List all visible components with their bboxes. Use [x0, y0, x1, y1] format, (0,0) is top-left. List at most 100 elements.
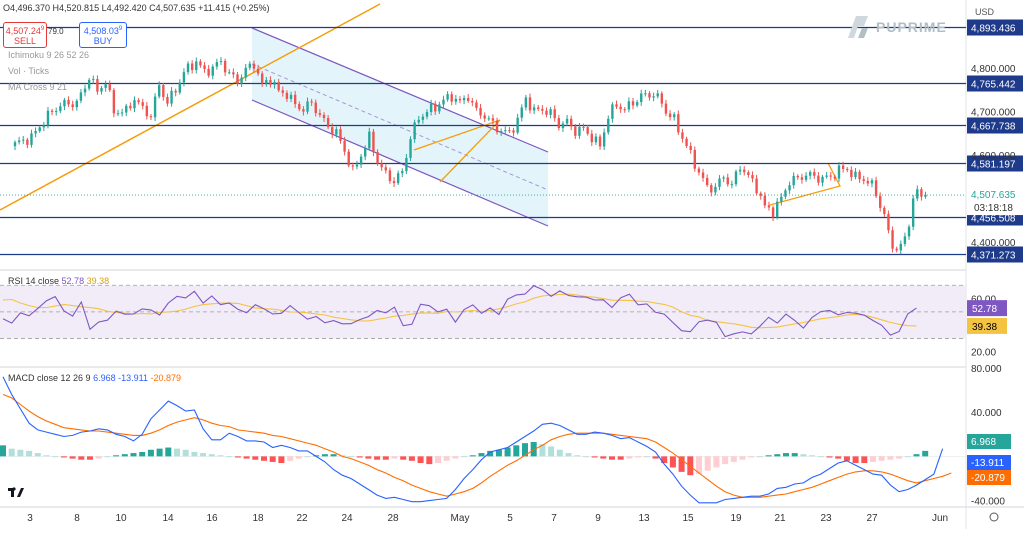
candle[interactable]	[850, 166, 853, 182]
candle[interactable]	[693, 146, 696, 172]
candle[interactable]	[771, 205, 775, 222]
candle[interactable]	[532, 104, 536, 115]
candle[interactable]	[55, 107, 58, 116]
channel-upper-line[interactable]	[251, 27, 549, 153]
candle[interactable]	[648, 91, 651, 101]
candle[interactable]	[34, 127, 37, 138]
candle[interactable]	[215, 58, 219, 70]
candle[interactable]	[182, 68, 186, 87]
candle[interactable]	[800, 173, 804, 184]
buy-button[interactable]: 4,508.039 BUY	[79, 22, 127, 48]
candle[interactable]	[462, 95, 466, 105]
rsi-ma-line[interactable]	[2, 293, 917, 329]
candle[interactable]	[578, 122, 581, 139]
candle[interactable]	[911, 195, 915, 231]
candle[interactable]	[368, 127, 371, 151]
indicator-volume[interactable]: Vol · Ticks	[8, 66, 50, 76]
candle[interactable]	[664, 99, 668, 117]
candle[interactable]	[590, 129, 593, 147]
candle[interactable]	[516, 113, 519, 135]
candle[interactable]	[326, 115, 330, 130]
candle[interactable]	[714, 183, 717, 196]
candle[interactable]	[841, 161, 845, 173]
candle[interactable]	[417, 115, 420, 125]
candle[interactable]	[668, 110, 672, 121]
candle[interactable]	[903, 232, 907, 247]
candle[interactable]	[446, 91, 449, 102]
candle[interactable]	[825, 171, 828, 179]
candle[interactable]	[129, 102, 132, 111]
candle[interactable]	[730, 180, 734, 189]
candle[interactable]	[899, 240, 902, 255]
candle[interactable]	[883, 205, 886, 217]
candle[interactable]	[96, 75, 99, 95]
candle[interactable]	[821, 174, 824, 187]
candle[interactable]	[565, 114, 569, 126]
candle[interactable]	[228, 69, 231, 75]
candle[interactable]	[916, 185, 919, 201]
candle[interactable]	[487, 115, 490, 121]
candle[interactable]	[866, 177, 870, 187]
candle[interactable]	[331, 123, 334, 139]
candle[interactable]	[895, 246, 898, 253]
candle[interactable]	[499, 128, 503, 136]
candle[interactable]	[153, 93, 157, 122]
candle[interactable]	[755, 174, 758, 196]
candle[interactable]	[788, 181, 791, 194]
candle[interactable]	[718, 175, 721, 191]
candle[interactable]	[491, 114, 495, 125]
candle[interactable]	[442, 95, 445, 109]
candle[interactable]	[524, 94, 528, 111]
candle[interactable]	[322, 112, 326, 122]
candle[interactable]	[67, 96, 70, 107]
candle[interactable]	[42, 121, 46, 132]
candle[interactable]	[429, 99, 433, 116]
candle[interactable]	[627, 97, 631, 113]
candle[interactable]	[59, 102, 62, 114]
candle[interactable]	[13, 140, 17, 151]
candle[interactable]	[454, 94, 458, 105]
candle[interactable]	[471, 97, 474, 107]
candle[interactable]	[710, 183, 713, 197]
candle[interactable]	[120, 108, 124, 117]
candle[interactable]	[924, 191, 927, 199]
candle[interactable]	[479, 104, 482, 119]
candle[interactable]	[594, 133, 598, 145]
candle[interactable]	[574, 124, 577, 139]
candle[interactable]	[384, 164, 387, 174]
candle[interactable]	[50, 108, 54, 116]
candle[interactable]	[252, 60, 256, 73]
candle[interactable]	[116, 109, 120, 117]
candle[interactable]	[475, 99, 478, 111]
candle[interactable]	[631, 97, 635, 110]
candle[interactable]	[817, 172, 820, 186]
candle[interactable]	[837, 161, 841, 182]
candle[interactable]	[611, 102, 614, 123]
candle[interactable]	[401, 168, 404, 178]
candle[interactable]	[784, 188, 787, 200]
candle[interactable]	[30, 129, 33, 148]
candle[interactable]	[623, 107, 626, 113]
candle[interactable]	[261, 71, 264, 87]
candle[interactable]	[141, 98, 144, 110]
candle[interactable]	[281, 86, 284, 97]
candle[interactable]	[314, 99, 317, 117]
settings-icon[interactable]	[989, 512, 999, 522]
candle[interactable]	[273, 79, 276, 89]
candle[interactable]	[125, 103, 128, 117]
flag-pattern[interactable]	[413, 119, 501, 183]
candle[interactable]	[549, 106, 552, 119]
candle[interactable]	[656, 89, 659, 99]
candle[interactable]	[170, 87, 173, 107]
candle[interactable]	[796, 174, 799, 180]
indicator-ichimoku[interactable]: Ichimoku 9 26 52 26	[8, 50, 90, 60]
candle[interactable]	[223, 58, 227, 77]
candle[interactable]	[244, 63, 247, 82]
candle[interactable]	[467, 94, 470, 103]
candle[interactable]	[396, 170, 400, 186]
candle[interactable]	[240, 74, 243, 88]
candle[interactable]	[87, 78, 91, 91]
signal-line[interactable]	[2, 393, 952, 498]
candle[interactable]	[907, 224, 911, 240]
